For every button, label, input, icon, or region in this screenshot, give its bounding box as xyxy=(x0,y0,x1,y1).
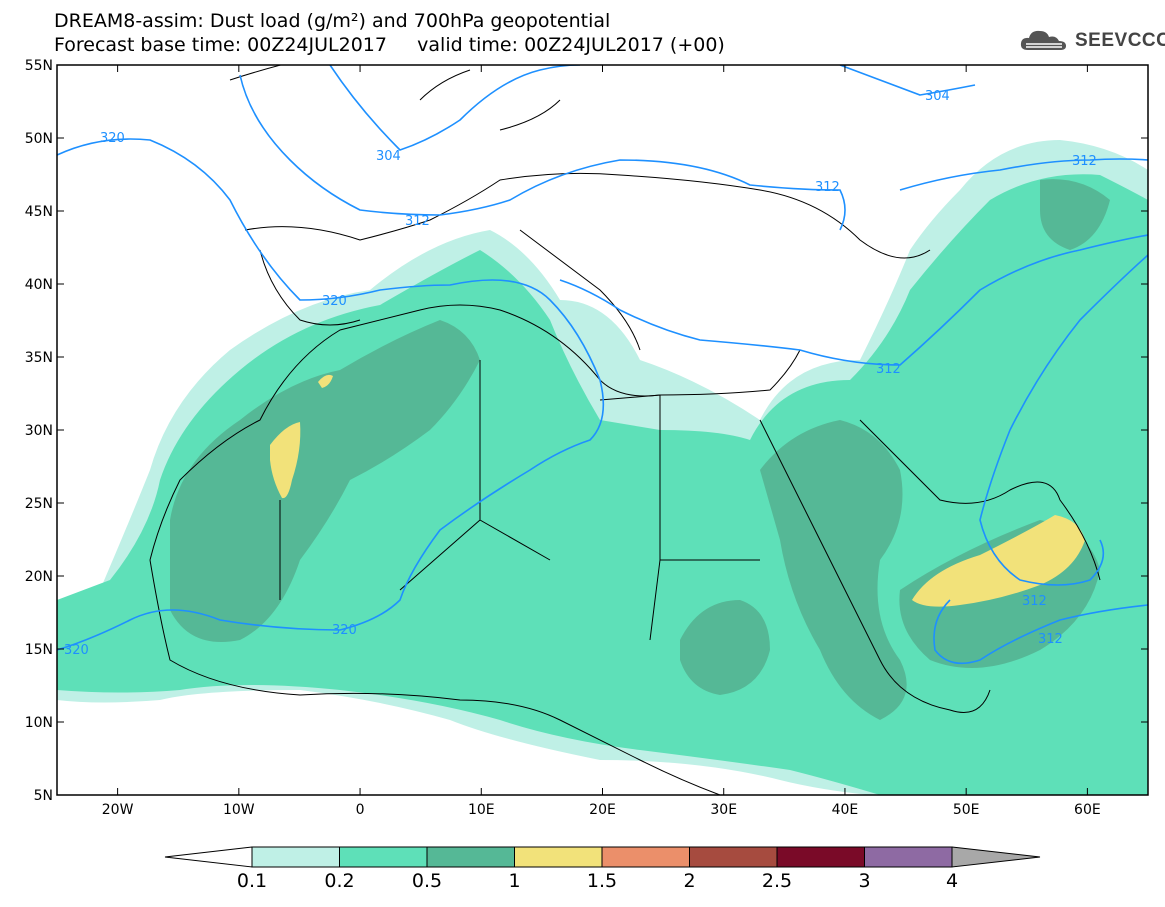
contour-label: 304 xyxy=(376,149,401,164)
lat-tick-label: 55N xyxy=(25,58,53,74)
lat-tick-label: 30N xyxy=(25,423,53,439)
contour-label: 312 xyxy=(405,214,430,229)
colorbar-right-arrow xyxy=(951,846,1041,868)
colorbar-segment xyxy=(864,846,953,868)
lat-tick-label: 25N xyxy=(25,496,53,512)
colorbar-tick-label: 1 xyxy=(508,870,520,892)
colorbar-segment xyxy=(689,846,778,868)
colorbar-segment xyxy=(251,846,340,868)
colorbar-tick-label: 0.2 xyxy=(324,870,354,892)
contour-labels: 304 304 312 312 312 312 312 320 320 320 … xyxy=(64,89,1097,658)
contour-label: 312 xyxy=(815,180,840,195)
colorbar-left-arrow xyxy=(164,846,253,868)
lon-tick-label: 10W xyxy=(223,802,255,818)
colorbar-segment xyxy=(776,846,865,868)
colorbar-tick-label: 3 xyxy=(858,870,870,892)
contour-label: 320 xyxy=(64,643,89,658)
colorbar-tick-label: 0.1 xyxy=(237,870,267,892)
contour-label: 312 xyxy=(876,362,901,377)
contour-label: 312 xyxy=(1022,594,1047,609)
dust-field xyxy=(57,140,1148,795)
lat-tick-label: 20N xyxy=(25,569,53,585)
colorbar-tick-label: 0.5 xyxy=(412,870,442,892)
contour-label: 320 xyxy=(332,623,357,638)
lon-tick-label: 20E xyxy=(589,802,616,818)
longitude-axis: 20W 10W 0 10E 20E 30E 40E 50E 60E xyxy=(102,65,1101,818)
lon-tick-label: 60E xyxy=(1074,802,1101,818)
contour-label: 304 xyxy=(925,89,950,104)
forecast-time: Forecast base time: 00Z24JUL2017 valid t… xyxy=(54,34,725,56)
contour-label: 320 xyxy=(100,131,125,146)
logo-text: SEEVCCC xyxy=(1075,30,1165,51)
lon-tick-label: 50E xyxy=(953,802,980,818)
lon-tick-label: 10E xyxy=(468,802,495,818)
colorbar-segment xyxy=(339,846,428,868)
cloud-logo-icon xyxy=(1020,30,1066,50)
lat-tick-label: 40N xyxy=(25,277,53,293)
lat-tick-label: 45N xyxy=(25,204,53,220)
map-title: DREAM8-assim: Dust load (g/m²) and 700hP… xyxy=(54,10,611,32)
colorbar-tick-label: 2.5 xyxy=(762,870,792,892)
lat-tick-label: 5N xyxy=(34,788,53,804)
contour-label: 320 xyxy=(322,294,347,309)
lat-tick-label: 35N xyxy=(25,350,53,366)
lat-tick-label: 10N xyxy=(25,715,53,731)
contour-label: 312 xyxy=(1038,632,1063,647)
lon-tick-label: 30E xyxy=(710,802,737,818)
lon-tick-label: 0 xyxy=(356,802,365,818)
colorbar-segment xyxy=(601,846,690,868)
lon-tick-label: 20W xyxy=(102,802,134,818)
colorbar-tick-label: 2 xyxy=(683,870,695,892)
lat-tick-label: 15N xyxy=(25,642,53,658)
contour-label: 312 xyxy=(1072,154,1097,169)
colorbar-legend: 0.1 0.2 0.5 1 1.5 2 2.5 3 4 xyxy=(164,846,1041,892)
geopotential-contours xyxy=(57,65,1148,665)
colorbar-segment xyxy=(426,846,515,868)
lat-tick-label: 50N xyxy=(25,131,53,147)
colorbar-segment xyxy=(514,846,603,868)
latitude-axis: 55N 50N 45N 40N 35N 30N 25N 20N 15N 10N 5N xyxy=(25,58,1148,804)
colorbar-tick-label: 1.5 xyxy=(587,870,617,892)
lon-tick-label: 40E xyxy=(832,802,859,818)
colorbar-tick-label: 4 xyxy=(946,870,958,892)
